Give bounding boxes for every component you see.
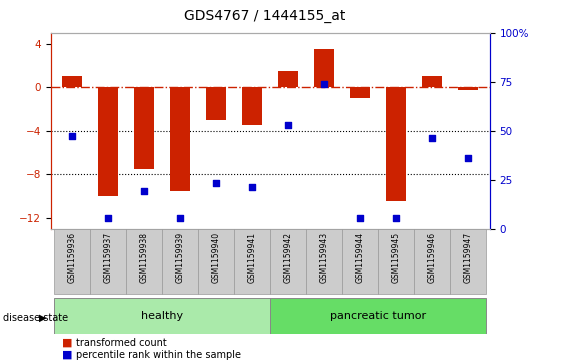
Text: ▶: ▶ bbox=[39, 313, 46, 323]
Text: GSM1159939: GSM1159939 bbox=[176, 232, 185, 283]
Text: GDS4767 / 1444155_at: GDS4767 / 1444155_at bbox=[184, 9, 345, 23]
Bar bbox=[135, 87, 154, 169]
Bar bbox=[386, 87, 406, 201]
FancyBboxPatch shape bbox=[126, 229, 162, 294]
Text: GSM1159938: GSM1159938 bbox=[140, 232, 149, 283]
Bar bbox=[207, 87, 226, 120]
Bar bbox=[171, 87, 190, 191]
Text: GSM1159942: GSM1159942 bbox=[284, 232, 293, 283]
Text: healthy: healthy bbox=[141, 311, 184, 321]
FancyBboxPatch shape bbox=[450, 229, 486, 294]
FancyBboxPatch shape bbox=[198, 229, 234, 294]
Text: GSM1159936: GSM1159936 bbox=[68, 232, 77, 283]
FancyBboxPatch shape bbox=[270, 229, 306, 294]
Text: GSM1159940: GSM1159940 bbox=[212, 232, 221, 283]
Text: ■: ■ bbox=[62, 350, 73, 360]
Point bbox=[104, 215, 113, 221]
FancyBboxPatch shape bbox=[162, 229, 198, 294]
FancyBboxPatch shape bbox=[54, 229, 90, 294]
Text: percentile rank within the sample: percentile rank within the sample bbox=[76, 350, 241, 360]
FancyBboxPatch shape bbox=[234, 229, 270, 294]
Text: GSM1159937: GSM1159937 bbox=[104, 232, 113, 283]
Bar bbox=[242, 87, 262, 125]
Point bbox=[68, 133, 77, 139]
Bar bbox=[350, 87, 370, 98]
Point bbox=[392, 215, 401, 221]
Bar bbox=[99, 87, 118, 196]
Point bbox=[428, 135, 437, 141]
Text: GSM1159944: GSM1159944 bbox=[356, 232, 365, 283]
Bar bbox=[458, 87, 478, 90]
FancyBboxPatch shape bbox=[306, 229, 342, 294]
Text: GSM1159941: GSM1159941 bbox=[248, 232, 257, 283]
Point bbox=[320, 81, 329, 87]
Text: ■: ■ bbox=[62, 338, 73, 348]
Point bbox=[464, 155, 473, 161]
Bar bbox=[278, 71, 298, 87]
FancyBboxPatch shape bbox=[270, 298, 486, 334]
Point bbox=[356, 215, 365, 221]
Point bbox=[248, 184, 257, 190]
Text: pancreatic tumor: pancreatic tumor bbox=[330, 311, 426, 321]
Text: GSM1159945: GSM1159945 bbox=[392, 232, 401, 283]
Text: transformed count: transformed count bbox=[76, 338, 167, 348]
Bar bbox=[62, 76, 82, 87]
FancyBboxPatch shape bbox=[342, 229, 378, 294]
Text: GSM1159943: GSM1159943 bbox=[320, 232, 329, 283]
Point bbox=[140, 188, 149, 193]
FancyBboxPatch shape bbox=[54, 298, 270, 334]
Text: disease state: disease state bbox=[3, 313, 68, 323]
Point bbox=[176, 215, 185, 221]
FancyBboxPatch shape bbox=[90, 229, 126, 294]
Text: GSM1159946: GSM1159946 bbox=[428, 232, 437, 283]
FancyBboxPatch shape bbox=[378, 229, 414, 294]
Bar bbox=[422, 76, 442, 87]
Bar bbox=[314, 49, 334, 87]
Point bbox=[212, 180, 221, 186]
Text: GSM1159947: GSM1159947 bbox=[464, 232, 473, 283]
FancyBboxPatch shape bbox=[414, 229, 450, 294]
Point bbox=[284, 122, 293, 128]
